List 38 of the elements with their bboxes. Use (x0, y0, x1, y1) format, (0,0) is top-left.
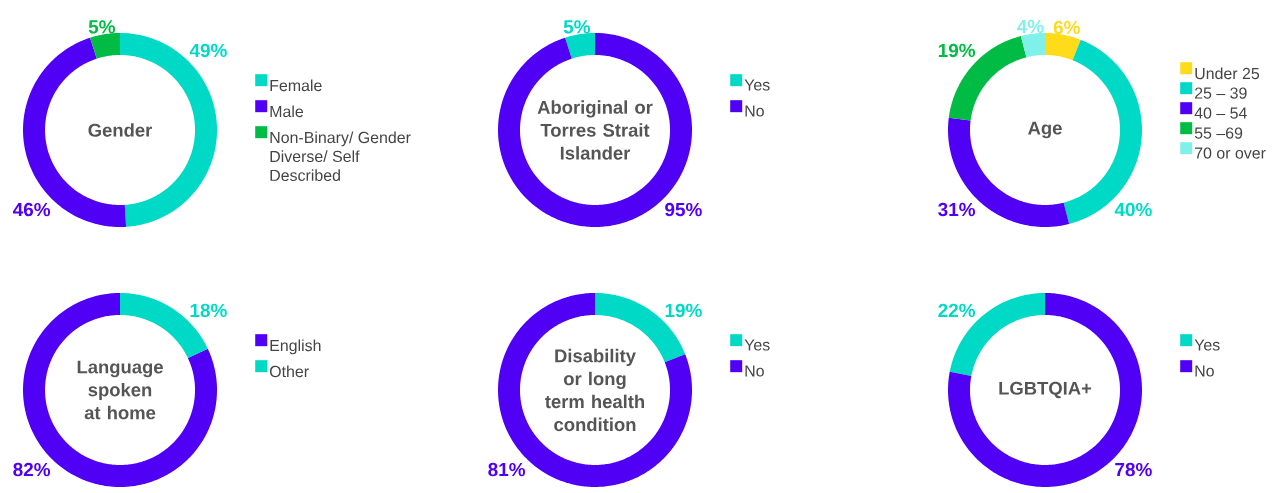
legend-label: Under 25 (1195, 67, 1260, 80)
legend-label: Non-Binary/ Gender Diverse/ Self Described (270, 131, 411, 182)
data-label: 49% (189, 43, 227, 58)
legend-label: 70 or over (1195, 147, 1266, 159)
data-label: 6% (1053, 20, 1080, 35)
data-label: 5% (563, 20, 591, 34)
data-label: 5% (88, 20, 116, 34)
data-label: 40% (1114, 202, 1152, 217)
legend-label: No (1195, 365, 1214, 377)
data-label: 95% (665, 202, 702, 217)
legend-label: 55 –69 (1194, 127, 1243, 139)
data-label: 78% (1115, 462, 1152, 477)
legend-label: 40 – 54 (1194, 107, 1247, 119)
text: Aboriginal or Torres Strait Islander (537, 100, 653, 160)
legend-label: No (745, 365, 764, 377)
data-label: 46% (12, 202, 51, 217)
legend-label: No (745, 105, 764, 117)
data-label: 81% (488, 462, 526, 477)
data-label: 19% (938, 43, 976, 58)
legend-label: Yes (744, 339, 770, 351)
legend-label: Male (270, 105, 304, 118)
legend-label: Yes (1194, 339, 1220, 351)
data-label: 18% (190, 303, 227, 318)
data-label: 31% (938, 202, 976, 217)
legend-label: Female (270, 79, 322, 92)
data-label: 19% (665, 303, 702, 318)
text: Gender (88, 123, 152, 137)
text: Age (1028, 121, 1062, 139)
legend-label: Yes (744, 79, 770, 91)
legend-label: Other (269, 365, 309, 378)
text: LGBTQIA+ (999, 381, 1092, 399)
data-label: 4% (1017, 19, 1044, 34)
text: Disability or long term health condition (545, 348, 645, 432)
data-label: 82% (13, 462, 51, 477)
data-label: 22% (938, 303, 976, 318)
text: Language spoken at home (77, 360, 163, 420)
legend-label: 25 – 39 (1194, 87, 1247, 99)
legend-label: English (270, 339, 321, 355)
